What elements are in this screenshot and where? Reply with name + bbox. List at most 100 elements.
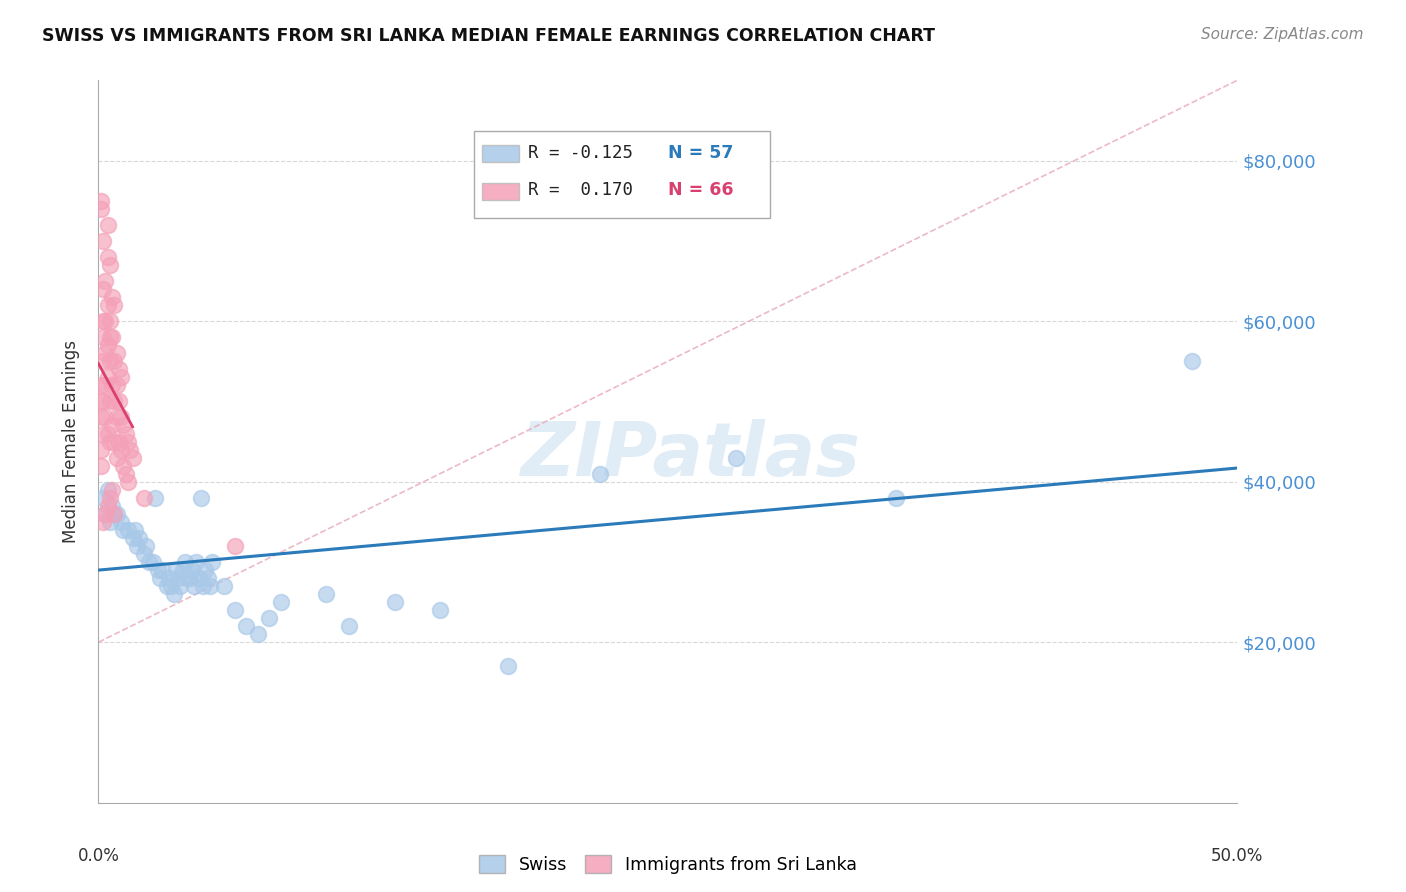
Point [94,507,117,521]
Point [94,274,117,288]
Point [132,491,155,505]
Text: N = 57: N = 57 [668,144,733,161]
Text: 50.0%: 50.0% [1211,847,1264,865]
Point [94,314,117,328]
Point [179,571,201,585]
Point [94,378,117,392]
Point [101,418,124,433]
Point [135,539,157,553]
Point [103,354,125,368]
Point [246,627,269,641]
Point [108,362,131,376]
Text: ZIPatlas: ZIPatlas [520,419,860,492]
Point [90,194,112,208]
Point [180,563,202,577]
Text: R =  0.170: R = 0.170 [527,181,633,199]
Point [98,258,121,272]
Point [91,282,114,296]
Point [98,434,121,449]
Point [498,659,520,673]
Point [270,595,292,609]
Text: N = 66: N = 66 [668,181,734,199]
Point [167,571,190,585]
Point [90,378,112,392]
Point [132,547,155,561]
Point [429,603,451,617]
Point [96,218,118,232]
Point [145,491,167,505]
Point [98,354,121,368]
Point [96,250,118,264]
Point [259,611,281,625]
Point [98,491,121,505]
Point [160,579,183,593]
Point [96,499,118,513]
Point [103,434,125,449]
Point [108,394,131,409]
Point [224,539,246,553]
Point [176,571,198,585]
Point [150,563,173,577]
Point [96,298,118,312]
Point [110,442,132,457]
Point [90,410,112,425]
Point [198,579,221,593]
FancyBboxPatch shape [482,183,519,200]
FancyBboxPatch shape [482,145,519,162]
Point [105,346,128,360]
Point [112,418,135,433]
Point [103,507,125,521]
Point [96,426,118,441]
Point [146,563,169,577]
Point [91,394,114,409]
Point [190,491,212,505]
Text: R = -0.125: R = -0.125 [527,144,633,161]
Point [90,458,112,473]
Point [169,579,191,593]
Point [90,394,112,409]
Point [124,523,146,537]
Point [127,539,149,553]
Point [91,234,114,248]
Point [91,354,114,368]
Point [384,595,406,609]
Point [101,483,124,497]
Point [121,450,143,465]
Point [105,410,128,425]
Point [105,450,128,465]
Point [94,346,117,360]
Point [101,290,124,304]
Point [138,555,160,569]
Point [103,298,125,312]
Point [91,330,114,344]
Point [110,410,132,425]
Point [98,394,121,409]
Point [235,619,257,633]
FancyBboxPatch shape [474,131,770,218]
Point [94,410,117,425]
Point [315,587,337,601]
Point [121,531,143,545]
Point [117,475,139,489]
Point [96,370,118,384]
Text: Source: ZipAtlas.com: Source: ZipAtlas.com [1201,27,1364,42]
Point [101,330,124,344]
Point [112,458,135,473]
Point [114,426,136,441]
Point [91,515,114,529]
Point [156,579,179,593]
Point [110,515,132,529]
Point [90,202,112,216]
Point [101,378,124,392]
Point [120,442,142,457]
Point [105,507,128,521]
Point [103,394,125,409]
Point [105,378,128,392]
Point [224,603,246,617]
Point [94,507,117,521]
Point [187,571,209,585]
Point [884,491,907,505]
Point [110,370,132,384]
Point [98,314,121,328]
Point [108,434,131,449]
